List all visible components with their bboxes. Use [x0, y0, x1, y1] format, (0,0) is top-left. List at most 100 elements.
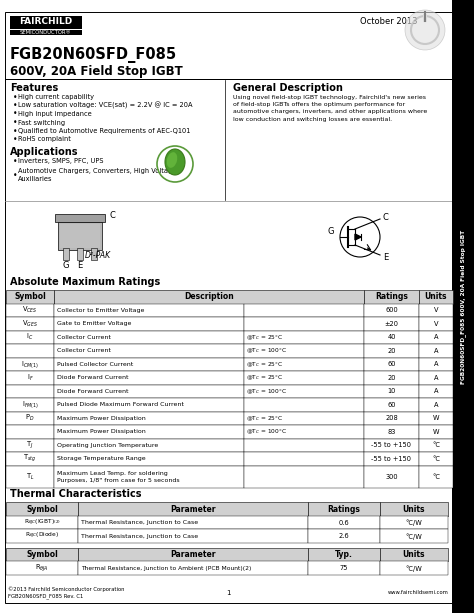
- Text: 40: 40: [387, 334, 396, 340]
- Polygon shape: [355, 234, 361, 240]
- Text: High input impedance: High input impedance: [18, 111, 92, 117]
- Text: T$_{stg}$: T$_{stg}$: [23, 453, 36, 465]
- Text: ©2013 Fairchild Semiconductor Corporation
FGB20N60SFD_F085 Rev. C1: ©2013 Fairchild Semiconductor Corporatio…: [8, 587, 125, 600]
- Text: •: •: [13, 118, 18, 127]
- Bar: [60, 224, 100, 248]
- Text: Maximum Power Dissipation: Maximum Power Dissipation: [57, 416, 146, 421]
- Bar: [308, 516, 380, 530]
- Text: automotive chargers, inverters, and other applications where: automotive chargers, inverters, and othe…: [233, 110, 427, 115]
- Bar: [78, 530, 308, 543]
- Text: R$_{\theta JC}$(IGBT)$_{(2)}$: R$_{\theta JC}$(IGBT)$_{(2)}$: [24, 517, 61, 528]
- Text: Thermal Characteristics: Thermal Characteristics: [10, 489, 142, 500]
- Bar: [6, 303, 54, 317]
- Bar: [364, 317, 419, 330]
- Bar: [54, 303, 244, 317]
- Text: W: W: [433, 428, 439, 435]
- Bar: [244, 425, 364, 438]
- Text: D²-PAK: D²-PAK: [85, 251, 111, 259]
- Text: Features: Features: [10, 83, 58, 93]
- Bar: [6, 548, 78, 562]
- Text: October 2013: October 2013: [360, 18, 418, 26]
- Bar: [244, 398, 364, 411]
- Bar: [91, 248, 97, 260]
- Text: V$_{GES}$: V$_{GES}$: [22, 319, 38, 329]
- Text: -55 to +150: -55 to +150: [372, 455, 411, 462]
- Bar: [380, 530, 448, 543]
- Text: Pulsed Diode Maximum Forward Current: Pulsed Diode Maximum Forward Current: [57, 402, 184, 407]
- Text: A: A: [434, 348, 438, 354]
- Bar: [54, 452, 244, 465]
- Bar: [54, 384, 244, 398]
- Text: Symbol: Symbol: [14, 292, 46, 301]
- Bar: [6, 503, 78, 516]
- Text: T$_J$: T$_J$: [27, 440, 34, 451]
- Text: 0.6: 0.6: [339, 520, 349, 526]
- Text: Symbol: Symbol: [26, 504, 58, 514]
- Bar: [6, 411, 54, 425]
- Text: SEMICONDUCTOR®: SEMICONDUCTOR®: [20, 30, 72, 35]
- Text: A: A: [434, 361, 438, 367]
- Bar: [380, 562, 448, 575]
- Ellipse shape: [165, 149, 185, 175]
- Text: °C/W: °C/W: [406, 565, 422, 571]
- Bar: [364, 398, 419, 411]
- Text: C: C: [383, 213, 389, 221]
- Text: www.fairchildsemi.com: www.fairchildsemi.com: [388, 590, 449, 595]
- Text: Collector Current: Collector Current: [57, 348, 111, 353]
- Bar: [6, 317, 54, 330]
- Bar: [6, 530, 78, 543]
- Text: 20: 20: [387, 348, 396, 354]
- Text: A: A: [434, 388, 438, 394]
- Bar: [364, 465, 419, 489]
- Bar: [55, 214, 105, 222]
- Bar: [419, 411, 453, 425]
- Text: FGB20N60SFD_F085 600V, 20A Field Stop IGBT: FGB20N60SFD_F085 600V, 20A Field Stop IG…: [460, 229, 466, 384]
- Circle shape: [405, 10, 445, 50]
- Bar: [6, 452, 54, 465]
- Text: I$_F$: I$_F$: [27, 373, 33, 383]
- Bar: [6, 438, 54, 452]
- Bar: [364, 290, 419, 303]
- Bar: [380, 548, 448, 562]
- Text: °C: °C: [432, 455, 440, 462]
- Bar: [419, 371, 453, 384]
- Bar: [419, 303, 453, 317]
- Text: @T$_C$ = 100°C: @T$_C$ = 100°C: [246, 387, 287, 395]
- Text: V: V: [434, 307, 438, 313]
- Bar: [10, 16, 82, 29]
- Text: -55 to +150: -55 to +150: [372, 442, 411, 448]
- Bar: [419, 317, 453, 330]
- Bar: [419, 290, 453, 303]
- Text: Thermal Resistance, Junction to Case: Thermal Resistance, Junction to Case: [81, 520, 198, 525]
- Bar: [419, 330, 453, 344]
- Text: RoHS complaint: RoHS complaint: [18, 137, 71, 142]
- Bar: [54, 398, 244, 411]
- Text: Units: Units: [403, 504, 425, 514]
- Bar: [54, 465, 244, 489]
- Text: E: E: [383, 253, 388, 262]
- Bar: [364, 344, 419, 357]
- Bar: [380, 503, 448, 516]
- Bar: [364, 438, 419, 452]
- Bar: [6, 290, 54, 303]
- Bar: [244, 384, 364, 398]
- Text: V$_{CES}$: V$_{CES}$: [22, 305, 38, 315]
- Bar: [6, 465, 54, 489]
- Bar: [244, 317, 364, 330]
- Bar: [419, 357, 453, 371]
- Bar: [54, 357, 244, 371]
- Text: •: •: [13, 101, 18, 110]
- Text: A: A: [434, 334, 438, 340]
- Bar: [54, 344, 244, 357]
- Bar: [308, 548, 380, 562]
- Text: @T$_C$ = 100°C: @T$_C$ = 100°C: [246, 346, 287, 355]
- Text: Low saturation voltage: VCE(sat) = 2.2V @ IC = 20A: Low saturation voltage: VCE(sat) = 2.2V …: [18, 102, 192, 109]
- Bar: [244, 411, 364, 425]
- Bar: [419, 384, 453, 398]
- Bar: [6, 425, 54, 438]
- Text: A: A: [434, 375, 438, 381]
- Bar: [364, 330, 419, 344]
- Text: Inverters, SMPS, PFC, UPS: Inverters, SMPS, PFC, UPS: [18, 158, 103, 164]
- Bar: [54, 330, 244, 344]
- Bar: [78, 548, 308, 562]
